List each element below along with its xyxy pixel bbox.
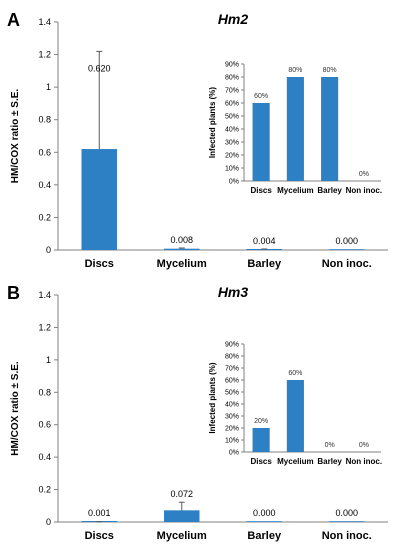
c1-bar-3 — [329, 521, 365, 522]
c1-data-label-1: 0.072 — [170, 489, 193, 499]
c1-y-axis-label: HM/COX ratio ± S.E. — [10, 361, 21, 456]
c0-inset-bar-1 — [286, 77, 304, 181]
c0-inset-y-tick-label: 20% — [225, 153, 239, 160]
c0-y-tick-label: 1 — [46, 82, 51, 92]
c0-error-bar-0 — [96, 50, 103, 150]
c0-y-axis-label: HM/COX ratio ± S.E. — [10, 89, 21, 184]
c0-x-tick-label-3: Non inoc. — [322, 258, 372, 270]
c1-inset-y-tick-label: 30% — [225, 414, 239, 421]
c1-data-label-3: 0.000 — [335, 508, 358, 518]
c0-inset-data-label-3: 0% — [359, 171, 369, 178]
c1-inset-y-tick-label: 0% — [229, 450, 239, 457]
c1-y-tick-label: 0.4 — [38, 452, 51, 462]
c0-data-label-3: 0.000 — [335, 236, 358, 246]
c0-y-tick-label: 0.6 — [38, 147, 51, 157]
c0-y-tick-label: 0.8 — [38, 115, 51, 125]
c1-y-tick-label: 0.2 — [38, 485, 51, 495]
c1-error-bar-1 — [178, 501, 185, 511]
c1-inset-y-tick-label: 10% — [225, 438, 239, 445]
c0-data-label-2: 0.004 — [253, 236, 276, 246]
c0-data-label-0: 0.620 — [88, 63, 111, 73]
c1-inset-data-label-2: 0% — [325, 442, 335, 449]
c0-inset-y-tick-label: 0% — [229, 179, 239, 186]
c1-bar-1 — [164, 510, 200, 522]
c1-x-tick-label-0: Discs — [85, 530, 114, 542]
c0-inset-data-label-1: 80% — [288, 67, 302, 74]
c0-x-tick-label-2: Barley — [247, 258, 282, 270]
c1-inset-y-tick-label: 70% — [225, 366, 239, 373]
c0-bar-1 — [164, 248, 200, 250]
c1-inset-x-tick-label-1: Mycelium — [277, 457, 313, 466]
c0-y-tick-label: 0.4 — [38, 180, 51, 190]
c0-y-tick-label: 1.4 — [38, 17, 51, 27]
c1-title: Hm3 — [218, 284, 249, 300]
c1-inset-x-tick-label-0: Discs — [250, 457, 272, 466]
c0-error-bar-1 — [178, 247, 185, 249]
c1-y-tick-label: 0.6 — [38, 420, 51, 430]
c1-x-tick-label-2: Barley — [247, 530, 282, 542]
c0-inset-y-tick-label: 30% — [225, 140, 239, 147]
c0-title: Hm2 — [218, 11, 249, 27]
c0-data-label-1: 0.008 — [170, 235, 193, 245]
c0-inset-x-tick-label-1: Mycelium — [277, 186, 313, 195]
c0-inset-y-tick-label: 40% — [225, 127, 239, 134]
c1-inset-x-tick-label-3: Non inoc. — [346, 457, 382, 466]
c0-inset-y-tick-label: 70% — [225, 88, 239, 95]
c1-data-label-2: 0.000 — [253, 508, 276, 518]
c1-inset-y-tick-label: 20% — [225, 426, 239, 433]
c1-x-tick-label-1: Mycelium — [157, 530, 207, 542]
c1-inset-bar-0 — [252, 428, 270, 452]
c0-x-tick-label-1: Mycelium — [157, 258, 207, 270]
c1-x-tick-label-3: Non inoc. — [322, 530, 372, 542]
c0-y-tick-label: 1.2 — [38, 50, 51, 60]
c1-y-tick-label: 1 — [46, 355, 51, 365]
c1-inset-y-tick-label: 80% — [225, 354, 239, 361]
c0-y-tick-label: 0.2 — [38, 212, 51, 222]
c0-inset-x-tick-label-3: Non inoc. — [346, 186, 382, 195]
c0-inset-y-tick-label: 80% — [225, 75, 239, 82]
c0-inset-bar-2 — [321, 77, 339, 181]
panel-letter-a: A — [7, 10, 20, 30]
panel-letter-b: B — [7, 283, 20, 303]
c1-inset-x-tick-label-2: Barley — [317, 457, 342, 466]
c1-bar-2 — [246, 521, 282, 522]
c0-bar-0 — [81, 149, 117, 250]
c1-data-label-0: 0.001 — [88, 508, 111, 518]
c0-inset-y-tick-label: 60% — [225, 101, 239, 108]
c0-y-tick-label: 0 — [46, 245, 51, 255]
c1-inset-y-tick-label: 90% — [225, 342, 239, 349]
c0-inset-y-tick-label: 50% — [225, 114, 239, 121]
c0-inset-y-tick-label: 90% — [225, 62, 239, 69]
c0-inset-y-axis-label: Infected plants (%) — [208, 87, 217, 158]
c0-inset-data-label-2: 80% — [323, 67, 337, 74]
c1-y-tick-label: 0 — [46, 517, 51, 527]
c1-y-tick-label: 1.2 — [38, 322, 51, 332]
c0-inset-bar-0 — [252, 103, 270, 181]
c1-error-bar-0 — [96, 521, 103, 523]
c0-inset-x-tick-label-2: Barley — [317, 186, 342, 195]
c1-inset-data-label-1: 60% — [288, 370, 302, 377]
c1-inset-y-axis-label: Infected plants (%) — [208, 362, 217, 433]
c0-inset-x-tick-label-0: Discs — [250, 186, 272, 195]
c0-bar-3 — [329, 249, 365, 250]
c1-inset-data-label-3: 0% — [359, 442, 369, 449]
c1-inset-y-tick-label: 60% — [225, 378, 239, 385]
c0-x-tick-label-0: Discs — [85, 258, 114, 270]
c1-inset-data-label-0: 20% — [254, 418, 268, 425]
c1-y-tick-label: 1.4 — [38, 290, 51, 300]
c1-inset-bar-1 — [286, 380, 304, 452]
c0-inset-data-label-0: 60% — [254, 93, 268, 100]
c1-inset-y-tick-label: 40% — [225, 402, 239, 409]
c0-inset-y-tick-label: 10% — [225, 166, 239, 173]
c1-y-tick-label: 0.8 — [38, 387, 51, 397]
c1-inset-y-tick-label: 50% — [225, 390, 239, 397]
